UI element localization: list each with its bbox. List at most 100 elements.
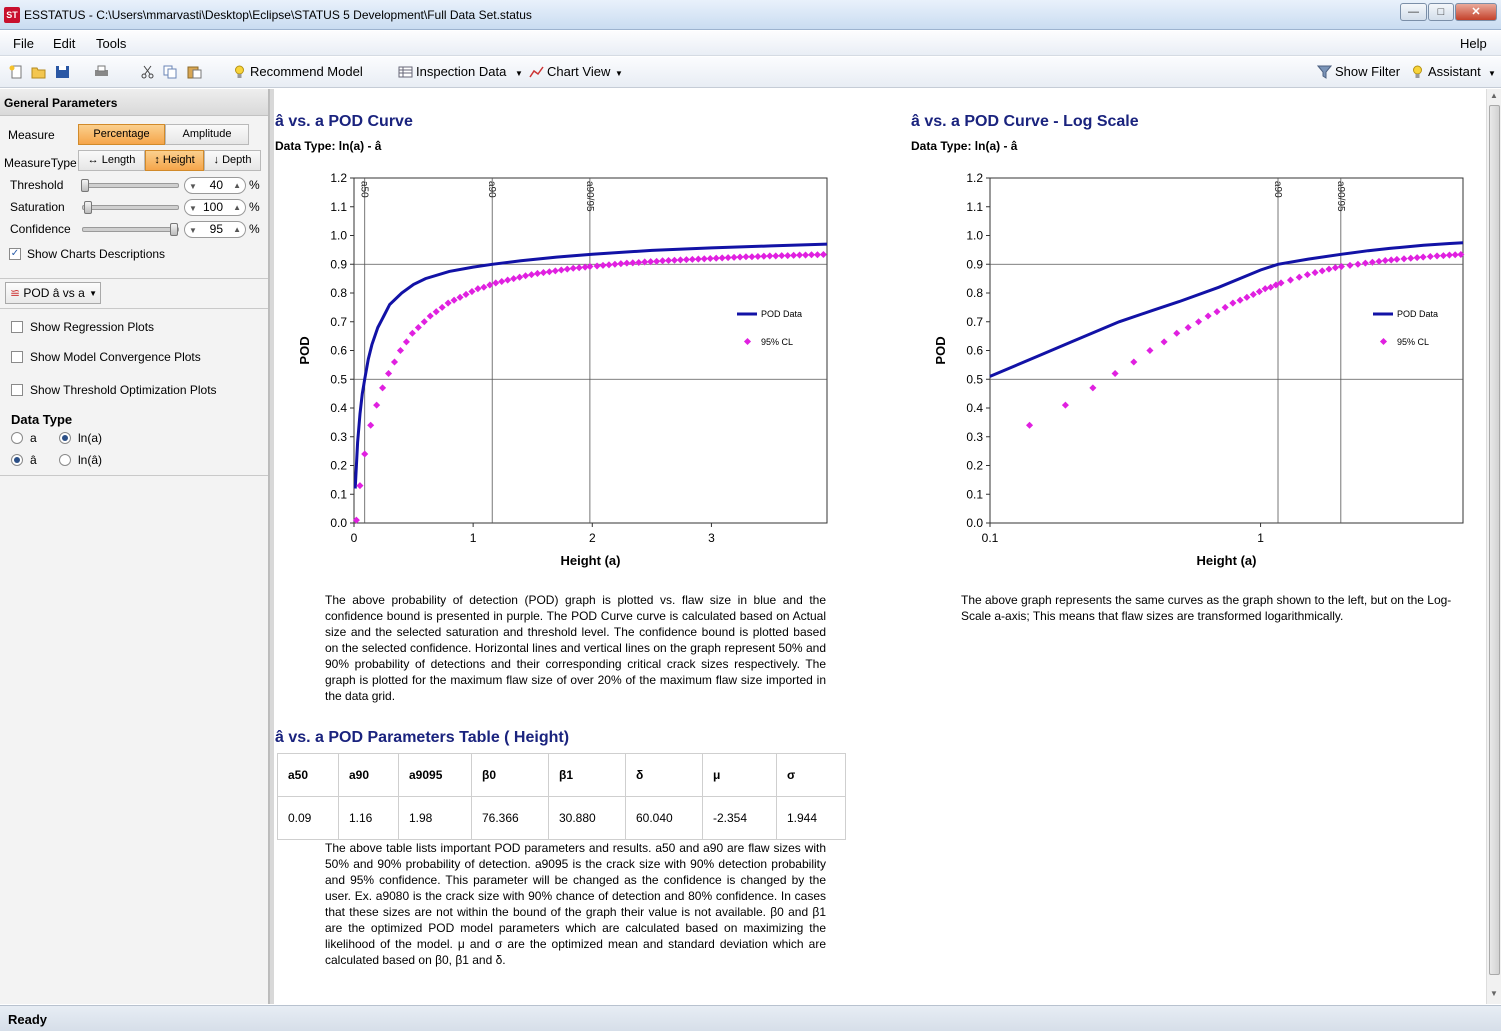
plot-type-dropdown[interactable]: ≌ POD â vs a ▼: [5, 282, 101, 304]
depth-label: Depth: [222, 154, 252, 166]
confidence-point: [1439, 252, 1447, 260]
spin-up-icon[interactable]: ▲: [233, 181, 241, 190]
vertical-scrollbar[interactable]: ▲ ▼: [1486, 89, 1501, 1004]
confidence-point: [1445, 251, 1453, 259]
y-tick-label: 1.1: [966, 200, 983, 214]
data-type-ln-a-radio[interactable]: [59, 432, 71, 444]
spin-down-icon[interactable]: ▼: [189, 204, 197, 213]
chart2-description: The above graph represents the same curv…: [961, 593, 1452, 623]
confidence-point: [402, 338, 410, 346]
measure-type-height-button[interactable]: ↕ Height: [145, 150, 204, 171]
y-tick-label: 0.1: [330, 487, 347, 501]
menu-tools[interactable]: Tools: [96, 36, 127, 51]
x-tick-label: 1: [470, 531, 477, 545]
chart-view-button[interactable]: Chart View: [547, 64, 611, 79]
show-threshold-opt-checkbox[interactable]: [11, 384, 23, 396]
open-folder-icon[interactable]: [31, 65, 46, 79]
menu-edit[interactable]: Edit: [53, 36, 76, 51]
scrollbar-thumb[interactable]: [1489, 105, 1500, 975]
data-type-ahat-radio[interactable]: [11, 454, 23, 466]
y-tick-label: 0.9: [330, 257, 347, 271]
threshold-slider[interactable]: [82, 183, 179, 188]
threshold-spinner[interactable]: ▼ 40 ▲: [184, 177, 246, 194]
menu-file[interactable]: File: [13, 36, 34, 51]
spin-up-icon[interactable]: ▲: [233, 225, 241, 234]
y-tick-label: 0.4: [330, 401, 347, 415]
confidence-point: [784, 252, 792, 260]
table-header: β0: [471, 753, 549, 797]
y-axis-label: POD: [297, 336, 312, 364]
chart-type-icon: ≌: [10, 286, 24, 300]
y-tick-label: 0.7: [330, 315, 347, 329]
saturation-unit: %: [249, 200, 260, 214]
data-type-a-radio[interactable]: [11, 432, 23, 444]
toolbar: Recommend Model Inspection Data ▼ Chart …: [0, 57, 1501, 88]
show-filter-button[interactable]: Show Filter: [1335, 64, 1401, 79]
x-tick-label: 0.1: [982, 531, 999, 545]
assistant-button[interactable]: Assistant: [1428, 64, 1481, 79]
threshold-slider-thumb[interactable]: [81, 179, 89, 192]
y-tick-label: 0.3: [330, 430, 347, 444]
data-type-ahat-label: â: [30, 453, 37, 467]
chart1-subtitle: Data Type: ln(a) - â: [275, 139, 382, 153]
panel-splitter[interactable]: [269, 89, 274, 1004]
show-regression-checkbox[interactable]: [11, 321, 23, 333]
confidence-point: [569, 264, 577, 272]
x-axis-label: Height (a): [561, 553, 621, 568]
confidence-slider[interactable]: [82, 227, 179, 232]
inspection-data-dropdown-icon[interactable]: ▼: [515, 69, 523, 78]
chart-view-dropdown-icon[interactable]: ▼: [615, 69, 623, 78]
measure-percentage-button[interactable]: Percentage: [78, 124, 165, 145]
confidence-point: [766, 252, 774, 260]
y-tick-label: 0.0: [330, 516, 347, 530]
measure-type-depth-button[interactable]: ↓ Depth: [204, 150, 261, 171]
confidence-point: [1457, 250, 1465, 259]
saturation-slider-thumb[interactable]: [84, 201, 92, 214]
cut-icon[interactable]: [140, 65, 155, 79]
confidence-point: [1061, 401, 1069, 409]
confidence-point: [813, 251, 822, 259]
x-axis-label: Height (a): [1197, 553, 1257, 568]
menu-help[interactable]: Help: [1460, 36, 1487, 51]
paste-icon[interactable]: [187, 65, 202, 79]
maximize-icon[interactable]: □: [1428, 3, 1454, 21]
data-type-ln-ahat-radio[interactable]: [59, 454, 71, 466]
confidence-point: [1361, 259, 1369, 267]
table-cell: -2.354: [702, 796, 777, 840]
confidence-slider-thumb[interactable]: [170, 223, 178, 236]
measure-label: Measure: [8, 128, 55, 142]
confidence-spinner[interactable]: ▼ 95 ▲: [184, 221, 246, 238]
confidence-point: [426, 312, 434, 320]
assistant-dropdown-icon[interactable]: ▼: [1488, 69, 1496, 78]
chart2-subtitle: Data Type: ln(a) - â: [911, 139, 1018, 153]
saturation-spinner[interactable]: ▼ 100 ▲: [184, 199, 246, 216]
print-icon[interactable]: [94, 65, 109, 79]
confidence-point: [414, 323, 422, 332]
spin-up-icon[interactable]: ▲: [233, 203, 241, 212]
show-convergence-checkbox[interactable]: [11, 351, 23, 363]
saturation-slider[interactable]: [82, 205, 179, 210]
spin-down-icon[interactable]: ▼: [189, 226, 197, 235]
spin-down-icon[interactable]: ▼: [189, 182, 197, 191]
recommend-model-button[interactable]: Recommend Model: [250, 64, 363, 79]
scroll-down-icon[interactable]: ▼: [1490, 989, 1498, 998]
confidence-point: [802, 251, 810, 259]
confidence-point: [724, 254, 732, 262]
measure-amplitude-button[interactable]: Amplitude: [165, 124, 249, 145]
close-icon[interactable]: ✕: [1455, 3, 1497, 21]
plot-type-value: POD â vs a: [23, 286, 85, 300]
confidence-point: [450, 296, 458, 304]
confidence-point: [367, 421, 375, 429]
table-header: β1: [548, 753, 626, 797]
inspection-data-icon: [398, 66, 413, 78]
show-descriptions-checkbox[interactable]: ✓: [9, 248, 21, 260]
table-row: 0.09 1.16 1.98 76.366 30.880 60.040 -2.3…: [277, 796, 846, 840]
copy-icon[interactable]: [163, 65, 178, 79]
inspection-data-button[interactable]: Inspection Data: [416, 64, 507, 79]
measure-type-length-button[interactable]: ↔ Length: [78, 150, 145, 171]
confidence-point: [385, 369, 393, 378]
scroll-up-icon[interactable]: ▲: [1490, 91, 1498, 100]
new-file-icon[interactable]: [9, 65, 24, 79]
minimize-icon[interactable]: —: [1400, 3, 1427, 21]
save-icon[interactable]: [55, 65, 70, 79]
